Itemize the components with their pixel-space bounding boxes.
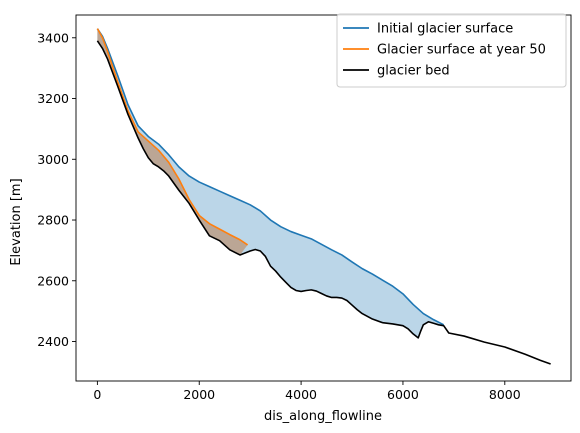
year50-surface-line	[96, 28, 249, 246]
initial-surface-line	[96, 28, 445, 326]
glacier-bed-line	[96, 40, 551, 365]
y-tick-label: 2800	[37, 213, 69, 228]
y-tick-label: 3400	[37, 30, 69, 45]
y-axis-label: Elevation [m]	[9, 178, 24, 265]
legend: Initial glacier surface Glacier surface a…	[336, 13, 567, 88]
axes-layer: 0 2000 4000 6000 8000 2400 2600 2800 3000 3200 340…	[37, 14, 572, 402]
line-layer	[96, 28, 551, 365]
initial-ice-fill	[97, 28, 444, 338]
y-tick-label: 2600	[37, 273, 69, 288]
legend-entry-glacier-bed-label: glacier bed	[377, 64, 450, 79]
legend-box	[336, 13, 567, 88]
x-tick-label: 0	[93, 387, 101, 402]
x-axis-label: dis_along_flowline	[264, 409, 382, 424]
x-tick-label: 4000	[285, 387, 317, 402]
legend-entry-year50-surface-label: Glacier surface at year 50	[377, 43, 546, 58]
y-tick-label: 3000	[37, 152, 69, 167]
y-tick-label: 2400	[37, 334, 69, 349]
x-tick-label: 6000	[387, 387, 419, 402]
plot-frame	[75, 14, 572, 382]
y-tick-label: 3200	[37, 91, 69, 106]
fill-layer	[97, 28, 444, 338]
x-tick-label: 8000	[489, 387, 521, 402]
legend-entry-initial-surface-label: Initial glacier surface	[377, 22, 513, 37]
x-tick-label: 2000	[183, 387, 215, 402]
